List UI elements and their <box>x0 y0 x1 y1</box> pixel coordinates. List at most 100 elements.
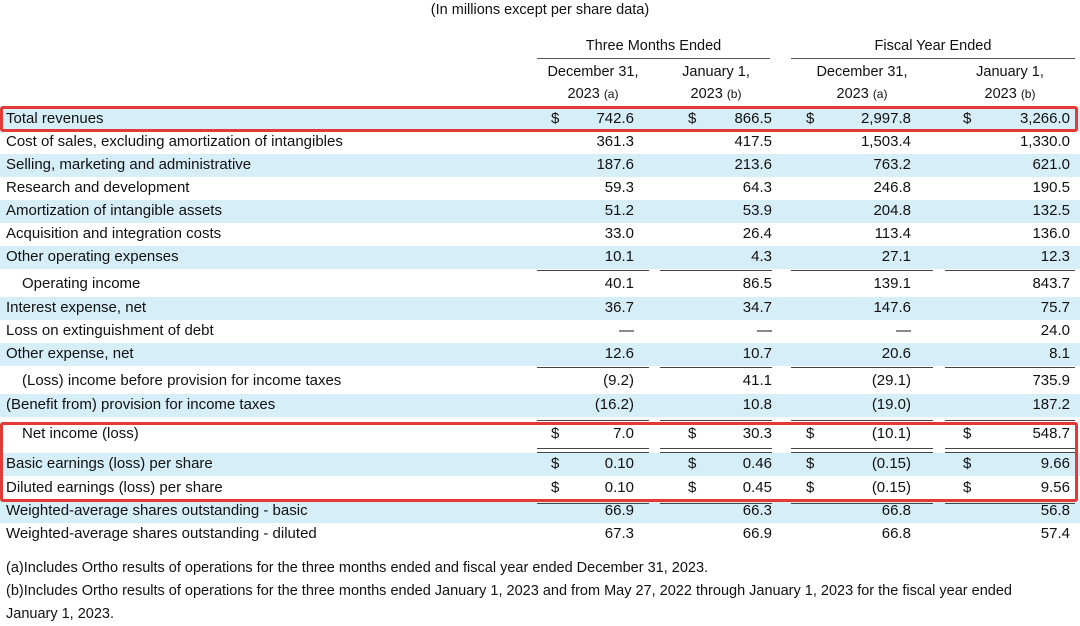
cell-value: 10.7 <box>742 345 772 362</box>
cell-value: 735.9 <box>1032 372 1070 389</box>
cell-value: 361.3 <box>596 133 634 150</box>
cell-value: 1,330.0 <box>1019 133 1070 150</box>
cell-value: 10.1 <box>604 248 634 265</box>
cell-value: 548.7 <box>1032 425 1070 442</box>
table-subtitle: (In millions except per share data) <box>430 2 650 18</box>
cell-value: 66.8 <box>881 502 911 519</box>
row-label: Diluted earnings (loss) per share <box>6 479 223 496</box>
cell-value: (16.2) <box>594 396 634 413</box>
cell-value: (19.0) <box>871 396 911 413</box>
row-label: Interest expense, net <box>6 299 147 316</box>
cell-value: 12.3 <box>1040 248 1070 265</box>
cell-value: 66.8 <box>881 525 911 542</box>
cell-value: 1,503.4 <box>860 133 911 150</box>
cell-value: 0.46 <box>742 455 772 472</box>
cell-value: — <box>757 322 772 339</box>
cell-value: — <box>619 322 634 339</box>
row-label: Cost of sales, excluding amortization of… <box>6 133 343 150</box>
cell-value: 246.8 <box>873 179 911 196</box>
row-label: (Benefit from) provision for income taxe… <box>6 396 276 413</box>
highlight-box-earnings <box>0 422 1078 502</box>
cell-value: 7.0 <box>613 425 634 442</box>
cell-value: 9.66 <box>1040 455 1070 472</box>
row-label: Weighted-average shares outstanding - di… <box>6 525 317 542</box>
currency-symbol: $ <box>688 455 697 472</box>
footnote-b-marker: (b) <box>6 583 24 599</box>
cell-value: 742.6 <box>596 110 634 127</box>
total-double-rule <box>537 448 649 453</box>
group-header-fiscal-year: Fiscal Year Ended <box>791 38 1075 59</box>
cell-value: 2,997.8 <box>860 110 911 127</box>
table-row: Diluted earnings (loss) per share $0.10 $0… <box>0 477 1080 500</box>
table-row: (Benefit from) provision for income taxe… <box>0 394 1080 417</box>
col-header-1-date: December 31, <box>547 64 639 80</box>
cell-value: 27.1 <box>881 248 911 265</box>
table-row: Selling, marketing and administrative 187… <box>0 154 1080 177</box>
table-row: Other operating expenses 10.1 4.3 27.1 12.3 <box>0 246 1080 269</box>
currency-symbol: $ <box>688 425 697 442</box>
row-label: Weighted-average shares outstanding - ba… <box>6 502 308 519</box>
col-header-4-note: (b) <box>1020 87 1036 101</box>
row-label: Selling, marketing and administrative <box>6 156 252 173</box>
subtotal-rule <box>537 367 649 368</box>
cell-value: 51.2 <box>604 202 634 219</box>
cell-value: 136.0 <box>1032 225 1070 242</box>
currency-symbol: $ <box>963 425 972 442</box>
table-row: Amortization of intangible assets 51.2 53.… <box>0 200 1080 223</box>
cell-value: 0.10 <box>604 479 634 496</box>
cell-value: 4.3 <box>751 248 772 265</box>
group-header-three-months: Three Months Ended <box>537 38 770 59</box>
row-label: Other operating expenses <box>6 248 179 265</box>
subtotal-rule <box>660 367 772 368</box>
cell-value: (0.15) <box>871 479 911 496</box>
table-row: (Loss) income before provision for incom… <box>0 370 1080 393</box>
col-header-4-year: 2023 (b) <box>984 86 1036 102</box>
cell-value: (9.2) <box>603 372 634 389</box>
cell-value: 866.5 <box>734 110 772 127</box>
row-label: Total revenues <box>6 110 104 127</box>
cell-value: 0.10 <box>604 455 634 472</box>
subtotal-rule <box>791 367 933 368</box>
currency-symbol: $ <box>806 455 815 472</box>
cell-value: 33.0 <box>604 225 634 242</box>
cell-value: 132.5 <box>1032 202 1070 219</box>
cell-value: 213.6 <box>734 156 772 173</box>
highlight-box-revenue <box>0 106 1078 132</box>
footnote-a-text: Includes Ortho results of operations for… <box>23 560 709 576</box>
cell-value: (10.1) <box>871 425 911 442</box>
table-row: Net income (loss) $7.0 $30.3 $ (10.1) $548.7 <box>0 423 1080 446</box>
cell-value: 843.7 <box>1032 275 1070 292</box>
currency-symbol: $ <box>963 455 972 472</box>
subtotal-rule <box>791 420 933 421</box>
cell-value: 24.0 <box>1040 322 1070 339</box>
subtotal-rule <box>660 270 772 271</box>
currency-symbol: $ <box>963 110 972 127</box>
row-label: Acquisition and integration costs <box>6 225 222 242</box>
cell-value: 26.4 <box>742 225 772 242</box>
table-row: Other expense, net 12.6 10.7 20.6 8.1 <box>0 343 1080 366</box>
row-label: Operating income <box>22 275 141 292</box>
subtotal-rule <box>537 270 649 271</box>
table-row: Weighted-average shares outstanding - ba… <box>0 500 1080 523</box>
footnote-a-marker: (a) <box>6 560 24 576</box>
cell-value: 30.3 <box>742 425 772 442</box>
subtotal-rule <box>791 270 933 271</box>
cell-value: 66.3 <box>742 502 772 519</box>
row-label: Loss on extinguishment of debt <box>6 322 214 339</box>
cell-value: 66.9 <box>604 502 634 519</box>
currency-symbol: $ <box>806 425 815 442</box>
row-label: Net income (loss) <box>22 425 139 442</box>
cell-value: 67.3 <box>604 525 634 542</box>
currency-symbol: $ <box>551 455 560 472</box>
cell-value: (0.15) <box>871 455 911 472</box>
cell-value: 66.9 <box>742 525 772 542</box>
cell-value: 190.5 <box>1032 179 1070 196</box>
table-row: Basic earnings (loss) per share $0.10 $0.4… <box>0 453 1080 476</box>
cell-value: 147.6 <box>873 299 911 316</box>
currency-symbol: $ <box>688 110 697 127</box>
table-row: Cost of sales, excluding amortization of… <box>0 131 1080 154</box>
cell-value: 0.45 <box>742 479 772 496</box>
cell-value: 204.8 <box>873 202 911 219</box>
cell-value: 53.9 <box>742 202 772 219</box>
